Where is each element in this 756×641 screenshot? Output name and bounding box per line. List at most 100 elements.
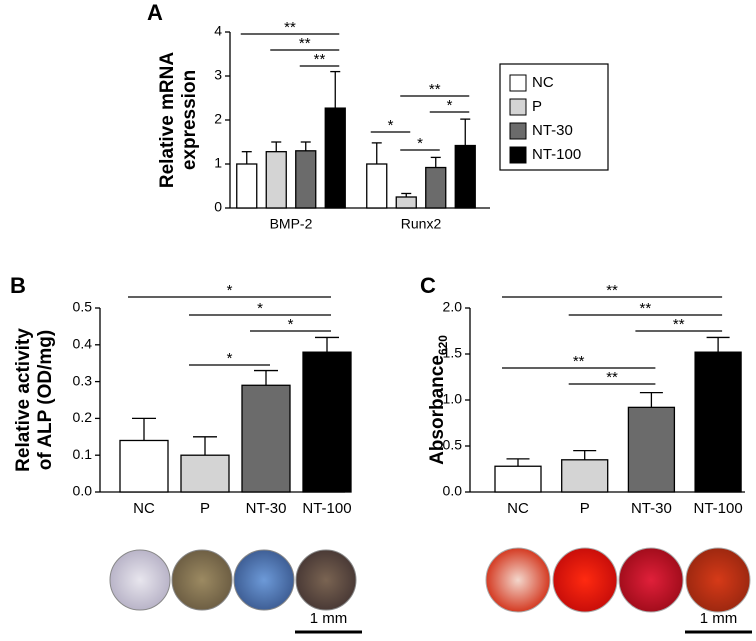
well-image [685, 547, 751, 613]
y-axis-label-text: of ALP (OD/mg) [35, 330, 56, 470]
significance-label: * [257, 300, 263, 317]
panel-letter: A [147, 0, 163, 25]
significance-label: ** [299, 35, 311, 52]
legend-label: NC [532, 74, 554, 91]
error-bar [241, 151, 252, 164]
y-tick-label: 0.4 [73, 336, 93, 352]
error-bar [706, 336, 730, 353]
error-bar [401, 192, 412, 197]
y-axis-label: Absorbance620 [427, 335, 450, 465]
significance-label: ** [606, 369, 618, 386]
y-tick-label: 0.5 [443, 437, 463, 453]
significance-label: * [227, 282, 233, 299]
bar [561, 459, 609, 493]
well-image [109, 549, 171, 611]
y-tick-label: 4 [214, 23, 222, 39]
significance-label: ** [284, 19, 296, 36]
significance-label: ** [606, 282, 618, 299]
bar [119, 439, 169, 493]
x-tick-label: P [200, 500, 210, 517]
legend-swatch [509, 122, 527, 140]
y-tick-label: 1.5 [443, 345, 463, 361]
significance-label: ** [640, 300, 652, 317]
significance-label: * [288, 316, 294, 333]
bar [236, 163, 258, 209]
x-tick-label: NT-100 [693, 500, 742, 517]
significance-label: * [227, 350, 233, 367]
error-bar [330, 70, 341, 109]
y-tick-label: 1.0 [443, 391, 463, 407]
error-bar [271, 141, 282, 152]
well-image [552, 547, 618, 613]
error-bar [460, 118, 471, 146]
x-tick-label: NT-30 [631, 500, 672, 517]
bar [324, 107, 346, 209]
y-axis-label: of ALP (OD/mg) [35, 330, 56, 470]
y-tick-label: 0.0 [443, 483, 463, 499]
well-image [295, 549, 357, 611]
bar [302, 351, 352, 493]
scale-bar-label: 1 mm [700, 610, 738, 627]
bar [454, 144, 476, 209]
panel-letter: C [420, 273, 436, 298]
significance-label: ** [314, 51, 326, 68]
significance-label: * [388, 117, 394, 134]
well-image [618, 547, 684, 613]
bar [241, 384, 291, 493]
y-axis-label-text: Relative activity [13, 328, 34, 472]
significance-label: * [417, 135, 423, 152]
y-tick-label: 0 [214, 199, 222, 215]
legend-swatch [509, 98, 527, 116]
bar [366, 163, 388, 209]
bar [265, 151, 287, 209]
x-tick-label: NC [133, 500, 155, 517]
bar [425, 166, 447, 209]
significance-label: * [447, 97, 453, 114]
bar [494, 465, 542, 493]
y-tick-label: 0.2 [73, 409, 93, 425]
legend-label: NT-30 [532, 122, 573, 139]
y-tick-label: 3 [214, 67, 222, 83]
legend-swatch [509, 74, 527, 92]
well-image [171, 549, 233, 611]
error-bar [639, 391, 663, 408]
legend: NC P NT-30 NT-100 [499, 63, 609, 171]
ars-stain-images [485, 547, 751, 613]
legend-swatch [509, 146, 527, 164]
y-tick-label: 0.1 [73, 446, 93, 462]
bar [395, 196, 417, 209]
x-tick-label: NC [507, 500, 529, 517]
panel-letter: B [10, 273, 26, 298]
y-tick-label: 2.0 [443, 299, 463, 315]
legend-label: P [532, 98, 542, 115]
significance-label: ** [429, 81, 441, 98]
y-axis-label: Relative activity [13, 328, 34, 472]
y-tick-label: 2 [214, 111, 222, 127]
y-axis-label-text: expression [179, 70, 200, 170]
error-bar [132, 417, 156, 441]
x-tick-label: P [580, 500, 590, 517]
alp-stain-images [109, 549, 357, 611]
legend-label: NT-100 [532, 146, 581, 163]
error-bar [430, 156, 441, 168]
y-axis-label-text: Relative mRNA [157, 52, 178, 188]
bar [295, 150, 317, 209]
x-tick-label: NT-30 [246, 500, 287, 517]
bar [180, 454, 230, 493]
significance-label: ** [673, 316, 685, 333]
y-axis-label: expression [179, 70, 200, 170]
y-tick-label: 0.5 [73, 299, 93, 315]
error-bar [371, 142, 382, 164]
significance-label: ** [573, 353, 585, 370]
x-tick-label: Runx2 [401, 216, 442, 232]
bar [627, 406, 676, 493]
x-tick-label: NT-100 [302, 500, 351, 517]
y-tick-label: 0.3 [73, 372, 93, 388]
y-tick-label: 0.0 [73, 483, 93, 499]
x-tick-label: BMP-2 [270, 216, 313, 232]
bar [694, 351, 742, 493]
y-axis-label: Relative mRNA [157, 52, 178, 188]
y-axis-label-subscript: 620 [436, 335, 450, 355]
y-axis-label-text: Absorbance [427, 355, 448, 465]
